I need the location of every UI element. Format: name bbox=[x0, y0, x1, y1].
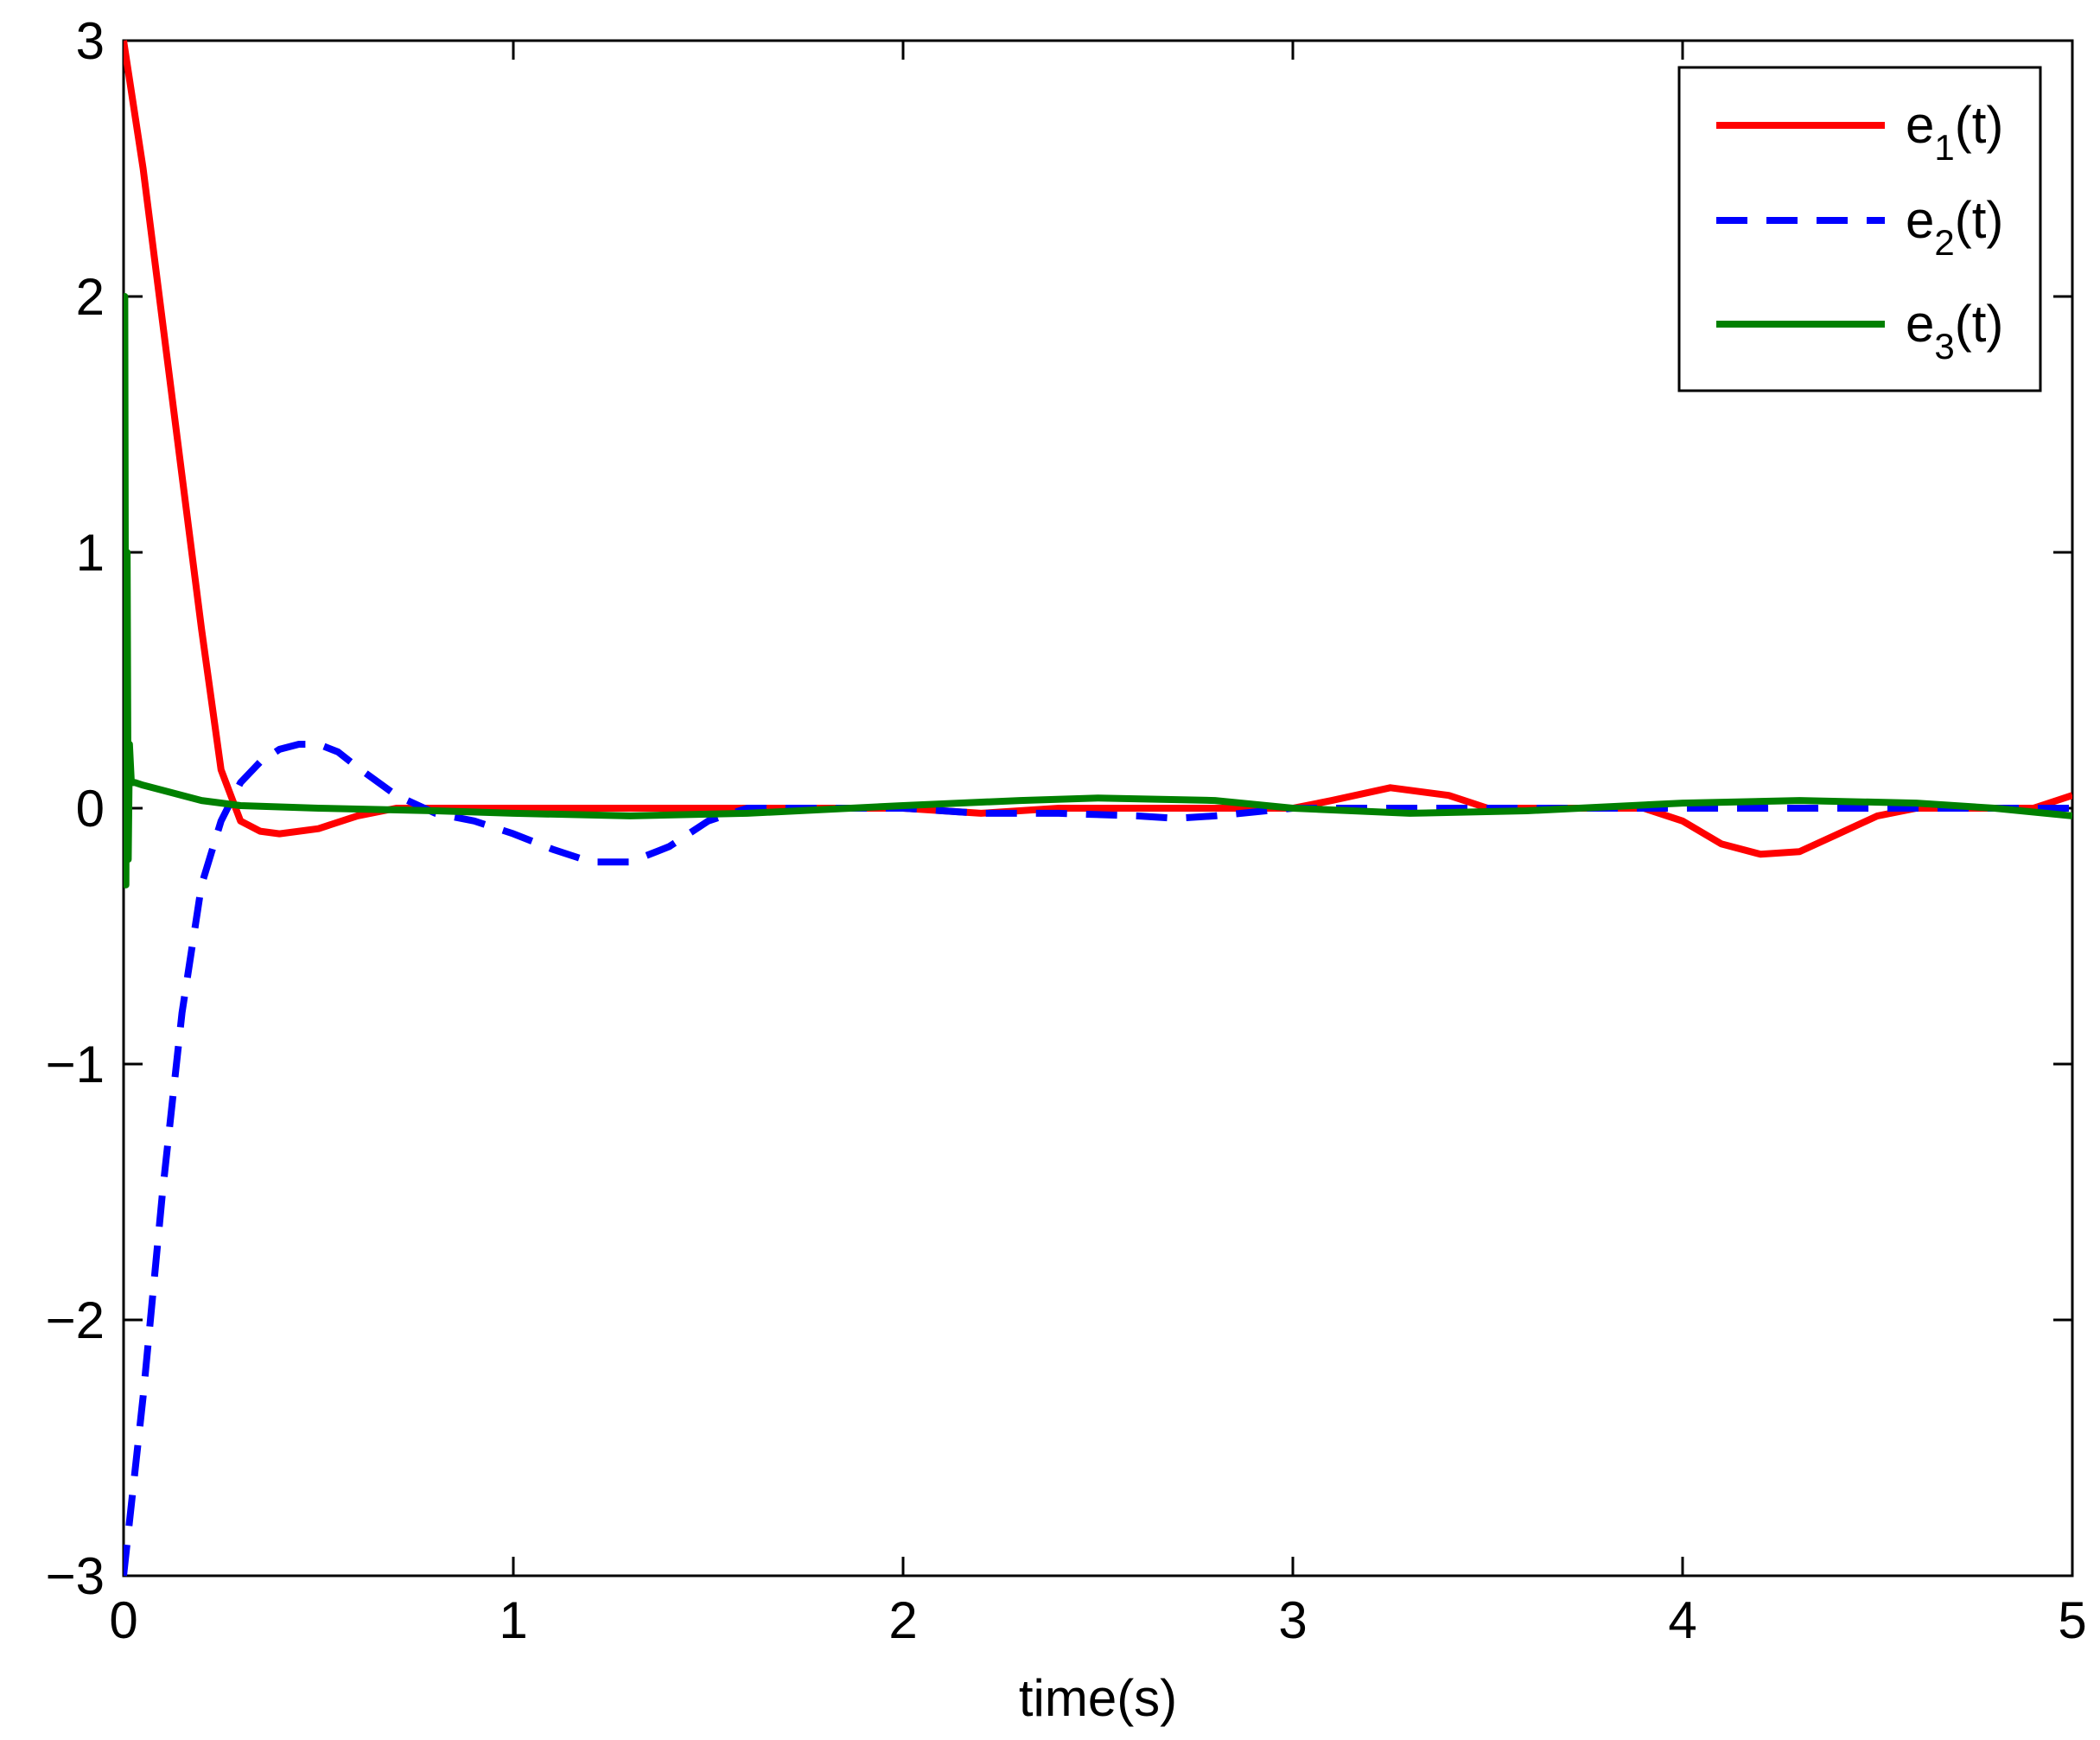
x-tick-label: 0 bbox=[109, 1591, 137, 1649]
x-tick-label: 1 bbox=[499, 1591, 527, 1649]
series-lines bbox=[124, 40, 2072, 1577]
x-tick-label: 4 bbox=[1668, 1591, 1696, 1649]
legend-label-2: e2(t) bbox=[1906, 191, 2003, 263]
x-tick-label: 2 bbox=[888, 1591, 917, 1649]
x-axis-label: time(s) bbox=[1019, 1669, 1177, 1727]
y-tick-label: −2 bbox=[46, 1291, 105, 1349]
x-tick-label: 5 bbox=[2058, 1591, 2086, 1649]
y-tick-label: 0 bbox=[76, 780, 105, 838]
series-line-3 bbox=[124, 293, 2072, 889]
y-tick-label: 3 bbox=[76, 12, 105, 70]
legend-label-1: e1(t) bbox=[1906, 96, 2003, 168]
series-line-1 bbox=[124, 40, 2072, 858]
x-tick-label: 3 bbox=[1278, 1591, 1307, 1649]
y-tick-label: −3 bbox=[46, 1547, 105, 1605]
y-tick-label: −1 bbox=[46, 1036, 105, 1093]
legend: e1(t) e2(t) e3(t) bbox=[1677, 66, 2042, 392]
y-tick-label: 1 bbox=[76, 524, 105, 582]
y-tick-label: 2 bbox=[76, 268, 105, 326]
legend-label-3: e3(t) bbox=[1906, 295, 2003, 366]
legend-box bbox=[1677, 66, 2042, 392]
tick-labels: 0 1 2 3 4 5 −3 −2 −1 0 1 2 3 bbox=[46, 12, 2087, 1649]
